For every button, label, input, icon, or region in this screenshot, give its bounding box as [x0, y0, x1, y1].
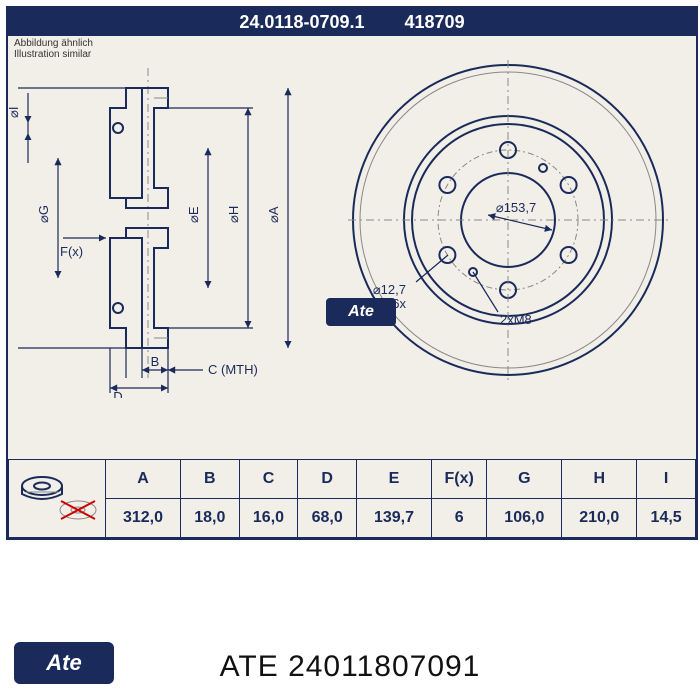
- part-number-1: 24.0118-0709.1: [239, 12, 364, 33]
- label-D: D: [113, 389, 122, 398]
- val-G: 106,0: [487, 499, 562, 538]
- label-H: ⌀H: [226, 206, 241, 223]
- subtitle: Abbildung ähnlich Illustration similar: [14, 38, 93, 60]
- label-A: ⌀A: [266, 206, 281, 223]
- canvas: 24.0118-0709.1 418709 Abbildung ähnlich …: [0, 0, 700, 700]
- side-view: ⌀A ⌀H ⌀E ⌀G ⌀I: [8, 68, 288, 398]
- val-C: 16,0: [239, 499, 298, 538]
- main-figure: 24.0118-0709.1 418709 Abbildung ähnlich …: [6, 6, 698, 540]
- title-bar: 24.0118-0709.1 418709: [8, 8, 696, 36]
- table-icon-cell: [9, 460, 106, 538]
- diagram-svg: ⌀A ⌀H ⌀E ⌀G ⌀I: [8, 58, 696, 398]
- label-F: F(x): [60, 244, 83, 259]
- brand-text: Ate: [348, 303, 374, 321]
- val-A: 312,0: [106, 499, 181, 538]
- col-H: H: [562, 460, 637, 499]
- disc-icon: [12, 464, 102, 528]
- brand-logo-text: Ate: [46, 650, 81, 676]
- col-B: B: [180, 460, 239, 499]
- front-view: ⌀153,7 ⌀12,7 6x 2xM8: [348, 60, 668, 380]
- label-E: ⌀E: [186, 206, 201, 223]
- col-G: G: [487, 460, 562, 499]
- val-E: 139,7: [357, 499, 432, 538]
- col-C: C: [239, 460, 298, 499]
- val-D: 68,0: [298, 499, 357, 538]
- label-bolt-dia: ⌀12,7: [373, 282, 406, 297]
- part-number-2: 418709: [405, 12, 465, 33]
- brand-logo-inline: Ate: [326, 298, 396, 326]
- col-A: A: [106, 460, 181, 499]
- val-I: 14,5: [637, 499, 696, 538]
- label-center-dia: ⌀153,7: [496, 200, 536, 215]
- col-D: D: [298, 460, 357, 499]
- label-B: B: [151, 354, 160, 369]
- brand-logo-footer: Ate: [14, 642, 114, 684]
- col-E: E: [357, 460, 432, 499]
- dimension-table: A B C D E F(x) G H I 312,0 18,0 16,0 68,…: [8, 459, 696, 538]
- val-B: 18,0: [180, 499, 239, 538]
- table-header-row: A B C D E F(x) G H I: [9, 460, 696, 499]
- label-C: C (MTH): [208, 362, 258, 377]
- subtitle-de: Abbildung ähnlich: [14, 38, 93, 49]
- val-F: 6: [431, 499, 486, 538]
- label-thread: 2xM8: [500, 312, 532, 327]
- col-I: I: [637, 460, 696, 499]
- val-H: 210,0: [562, 499, 637, 538]
- table-value-row: 312,0 18,0 16,0 68,0 139,7 6 106,0 210,0…: [9, 499, 696, 538]
- col-F: F(x): [431, 460, 486, 499]
- label-G: ⌀G: [36, 205, 51, 223]
- label-I: ⌀I: [8, 107, 21, 118]
- diagram-area: ⌀A ⌀H ⌀E ⌀G ⌀I: [8, 58, 696, 398]
